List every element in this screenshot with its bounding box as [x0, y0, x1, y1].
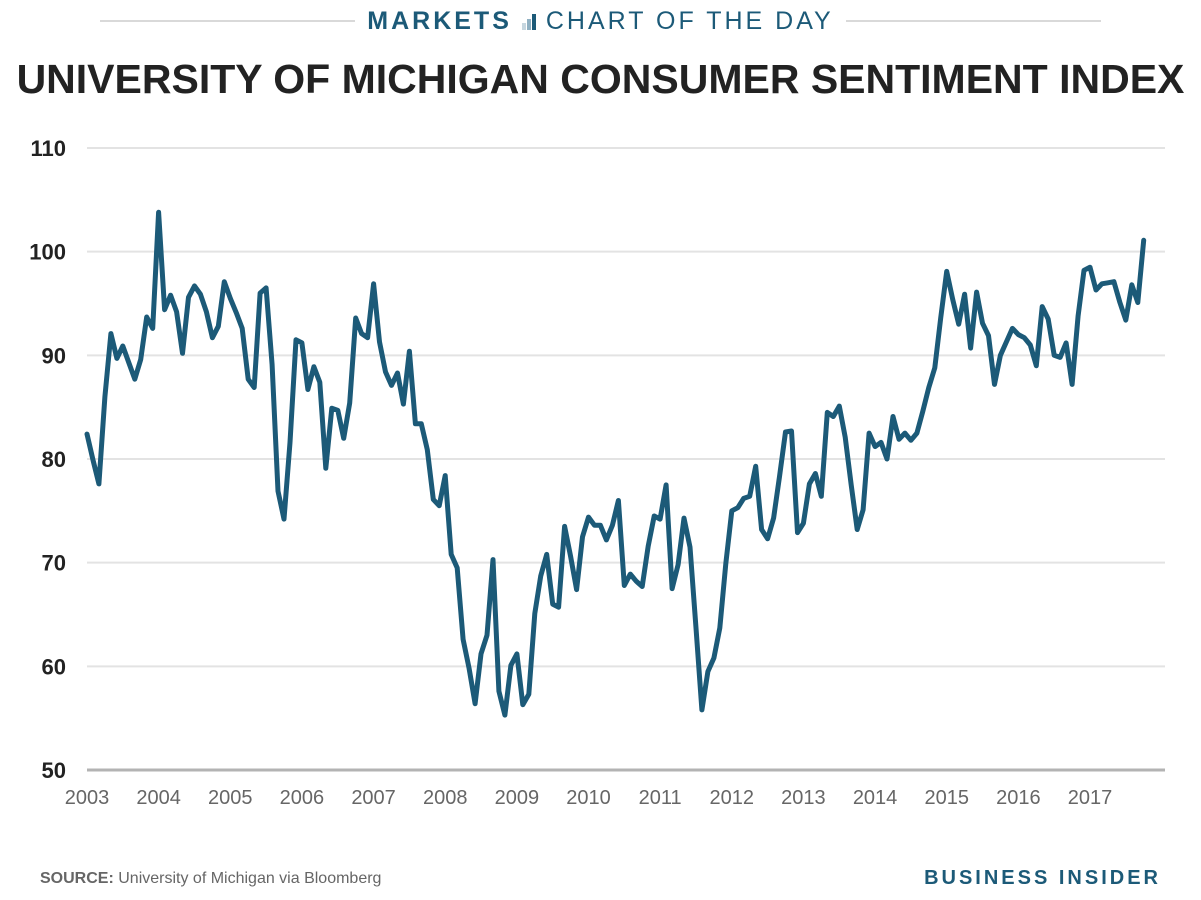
bar-chart-icon-bar-2 [526, 19, 531, 30]
x-tick-label: 2005 [208, 787, 253, 809]
y-axis-ticks: 50 60 70 80 90 100 110 [29, 136, 66, 783]
x-tick-label: 2015 [924, 787, 969, 809]
x-tick-label: 2013 [781, 787, 826, 809]
kicker-rule-left [100, 20, 356, 22]
series-line [84, 209, 1147, 718]
x-tick-label: 2004 [136, 787, 181, 809]
y-tick-label: 110 [31, 136, 67, 161]
bar-chart-icon [521, 12, 536, 30]
x-tick-label: 2011 [639, 787, 682, 809]
bar-chart-icon-bar-3 [531, 14, 536, 30]
x-tick-label: 2006 [280, 787, 325, 809]
x-tick-label: 2008 [423, 787, 468, 809]
source-label: SOURCE: [40, 870, 114, 887]
y-tick-label: 60 [42, 654, 66, 679]
gridlines [87, 147, 1165, 772]
x-tick-label: 2010 [566, 787, 611, 809]
y-tick-label: 90 [42, 343, 66, 368]
x-tick-label: 2009 [495, 787, 540, 809]
x-tick-label: 2017 [1068, 787, 1113, 809]
x-tick-label: 2014 [853, 787, 898, 809]
bar-chart-icon-bar-1 [521, 23, 526, 30]
chart-title: UNIVERSITY OF MICHIGAN CONSUMER SENTIMEN… [16, 56, 1185, 102]
x-tick-label: 2007 [351, 787, 396, 809]
y-tick-label: 50 [42, 758, 66, 783]
brand-logo: BUSINESS INSIDER [924, 867, 1161, 889]
x-axis-ticks: 2003 2004 2005 2006 2007 2008 2009 2010 2011 2012… [65, 787, 1113, 809]
y-tick-label: 70 [42, 551, 66, 576]
y-tick-label: 100 [29, 240, 66, 265]
source-text: University of Michigan via Bloomberg [118, 870, 382, 887]
series-layer [84, 209, 1147, 718]
kicker-rule-right [845, 20, 1101, 22]
y-tick-label: 80 [42, 447, 66, 472]
series-label: CHART OF THE DAY [545, 6, 834, 35]
x-tick-label: 2016 [996, 787, 1041, 809]
section-label: MARKETS [367, 6, 512, 35]
x-tick-label: 2003 [65, 787, 110, 809]
source-note: SOURCE: University of Michigan via Bloom… [40, 870, 381, 888]
chart-of-the-day-kicker: MARKETS CHART OF THE DAY [0, 6, 1201, 36]
x-tick-label: 2012 [710, 787, 755, 809]
